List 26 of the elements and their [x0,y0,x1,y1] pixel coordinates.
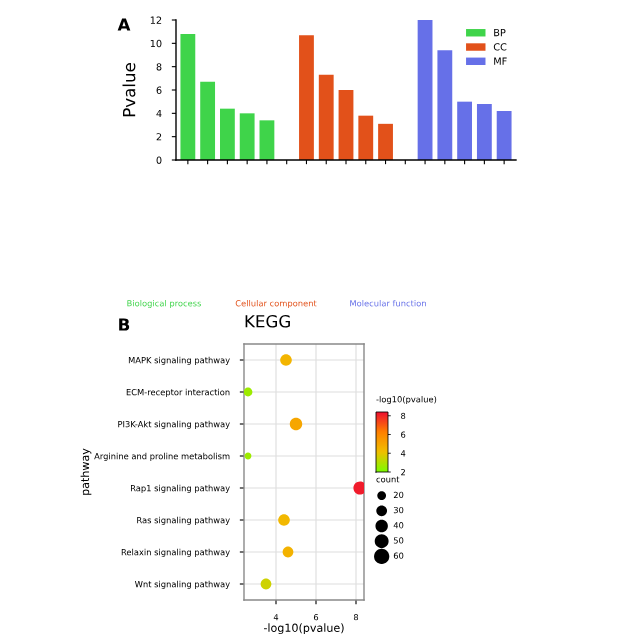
point [289,417,303,431]
point [244,387,253,397]
point [260,578,272,590]
bar [338,90,354,160]
bar [200,81,216,160]
bar [239,113,255,160]
point [282,546,294,558]
bar [417,20,433,160]
bar [496,111,512,160]
bar [457,101,473,160]
chart-title: KEGG [245,314,290,328]
bar [299,35,314,160]
bar [219,108,235,160]
bar [318,74,334,160]
y-axis-title: Pvalue [122,63,136,117]
bar [259,120,275,160]
point [353,481,364,495]
bar [358,115,374,160]
bar [437,50,453,160]
text: A [117,18,131,31]
bar [378,123,393,160]
point [280,354,292,366]
bar [476,104,492,160]
text: B [119,318,130,331]
point [278,514,290,526]
bar [180,34,196,160]
